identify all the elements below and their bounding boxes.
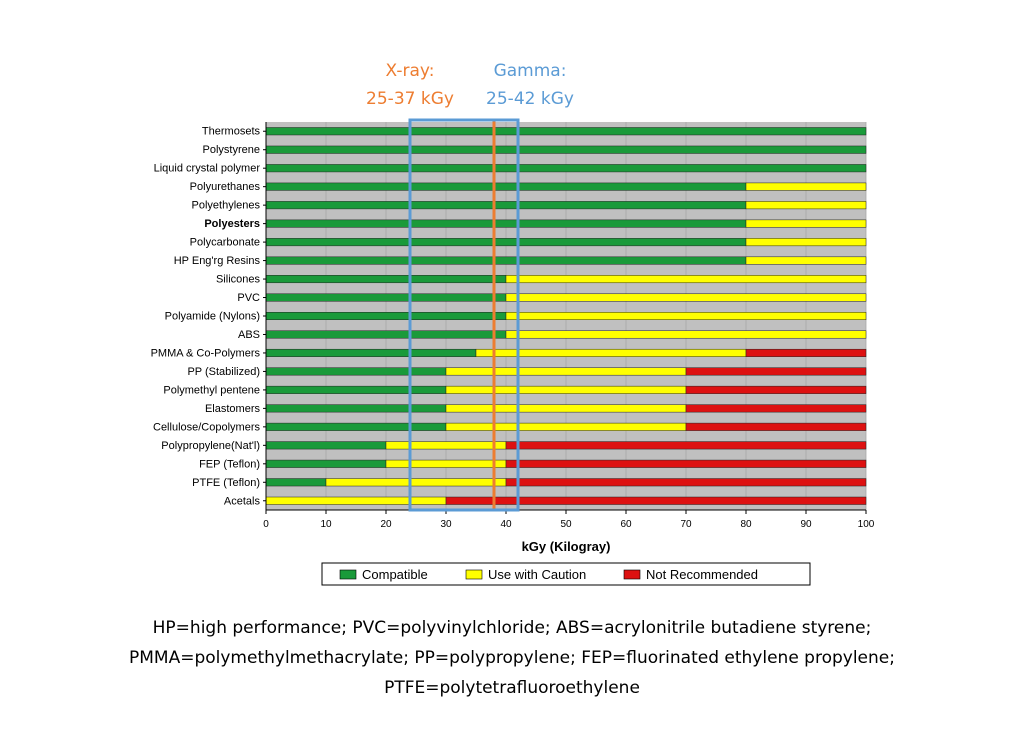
bar-polymethyl-pentene-use-with-caution xyxy=(445,385,687,394)
bar-fep-teflon-use-with-caution xyxy=(385,459,507,468)
bar-elastomers-not-recommended xyxy=(685,404,867,413)
bar-acetals-not-recommended xyxy=(445,496,867,505)
x-tick-label-50: 50 xyxy=(560,519,572,530)
bar-pmma-co-polymers-not-recommended xyxy=(745,348,867,357)
category-label-acetals: Acetals xyxy=(224,495,261,507)
legend-swatch-not-recommended xyxy=(623,569,641,580)
bar-polyurethanes-compatible xyxy=(265,182,747,191)
x-tick-label-80: 80 xyxy=(740,519,752,530)
bar-polycarbonate-compatible xyxy=(265,238,747,247)
bar-fep-teflon-not-recommended xyxy=(505,459,867,468)
bar-pvc-compatible xyxy=(265,293,507,302)
bar-polyamide-nylons-use-with-caution xyxy=(505,312,867,320)
category-label-elastomers: Elastomers xyxy=(205,403,261,415)
bar-polymethyl-pentene-not-recommended xyxy=(685,385,867,394)
bar-polymethyl-pentene-compatible xyxy=(265,385,447,394)
footnote-line-1: HP=high performance; PVC=polyvinylchlori… xyxy=(152,618,872,638)
legend-label-compatible: Compatible xyxy=(362,567,428,582)
legend-label-use-with-caution: Use with Caution xyxy=(488,567,586,582)
category-label-abs: ABS xyxy=(238,329,260,341)
bar-ptfe-teflon-use-with-caution xyxy=(325,478,507,487)
category-label-polyesters: Polyesters xyxy=(204,218,260,230)
annotation-title-gamma: Gamma: xyxy=(494,61,567,81)
bar-polyesters-compatible xyxy=(265,219,747,228)
bar-abs-compatible xyxy=(265,330,507,339)
bar-elastomers-compatible xyxy=(265,404,447,413)
category-label-polymethyl-pentene: Polymethyl pentene xyxy=(163,384,260,396)
bar-ptfe-teflon-compatible xyxy=(265,478,327,487)
bar-pp-stabilized-not-recommended xyxy=(685,367,867,376)
bar-cellulose-copolymers-compatible xyxy=(265,422,447,431)
bar-polyethylenes-use-with-caution xyxy=(745,201,867,210)
category-label-pp-stabilized: PP (Stabilized) xyxy=(187,366,260,378)
bar-pmma-co-polymers-compatible xyxy=(265,348,477,357)
category-label-polypropylene-nat-l: Polypropylene(Nat'l) xyxy=(161,440,260,452)
bar-pvc-use-with-caution xyxy=(505,293,867,302)
x-tick-label-90: 90 xyxy=(800,519,812,530)
bar-polypropylene-nat-l-use-with-caution xyxy=(385,441,507,450)
annotation-range-xray: 25-37 kGy xyxy=(366,89,454,109)
category-label-polyamide-nylons: Polyamide (Nylons) xyxy=(165,311,260,323)
bar-pp-stabilized-use-with-caution xyxy=(445,367,687,376)
x-tick-label-20: 20 xyxy=(380,519,392,530)
bar-pp-stabilized-compatible xyxy=(265,367,447,376)
bar-abs-use-with-caution xyxy=(505,330,867,339)
bar-polypropylene-nat-l-compatible xyxy=(265,441,387,450)
bar-silicones-compatible xyxy=(265,275,507,284)
x-tick-label-10: 10 xyxy=(320,519,332,530)
category-label-cellulose-copolymers: Cellulose/Copolymers xyxy=(153,421,260,433)
bar-acetals-use-with-caution xyxy=(265,496,447,505)
bar-hp-eng-rg-resins-compatible xyxy=(265,256,747,265)
category-label-polyethylenes: Polyethylenes xyxy=(192,200,261,212)
legend-swatch-compatible xyxy=(339,569,357,580)
bar-thermosets-compatible xyxy=(265,127,867,136)
bar-polycarbonate-use-with-caution xyxy=(745,238,867,247)
x-tick-label-40: 40 xyxy=(500,519,512,530)
legend-box xyxy=(321,562,811,586)
bar-cellulose-copolymers-not-recommended xyxy=(685,422,867,431)
legend-swatch-use-with-caution xyxy=(465,569,483,580)
footnote: HP=high performance; PVC=polyvinylchlori… xyxy=(30,613,994,703)
bar-polyamide-nylons-compatible xyxy=(265,312,507,320)
bar-polyurethanes-use-with-caution xyxy=(745,182,867,191)
annotation-title-xray: X-ray: xyxy=(386,61,435,81)
bar-fep-teflon-compatible xyxy=(265,459,387,468)
footnote-line-3: PTFE=polytetrafluoroethylene xyxy=(384,678,640,698)
category-label-polyurethanes: Polyurethanes xyxy=(190,181,261,193)
category-label-fep-teflon: FEP (Teflon) xyxy=(199,458,260,470)
bar-polypropylene-nat-l-not-recommended xyxy=(505,441,867,450)
category-label-polystyrene: Polystyrene xyxy=(203,144,260,156)
bar-polyesters-use-with-caution xyxy=(745,219,867,228)
x-tick-label-100: 100 xyxy=(858,519,875,530)
category-label-pmma-co-polymers: PMMA & Co-Polymers xyxy=(151,347,261,359)
bar-cellulose-copolymers-use-with-caution xyxy=(445,422,687,431)
x-axis-label: kGy (Kilogray) xyxy=(522,539,611,554)
category-label-pvc: PVC xyxy=(237,292,260,304)
chart-container: Thermosets Polystyrene Liquid crystal poly… xyxy=(151,61,875,586)
stacked-bar-chart: Thermosets Polystyrene Liquid crystal poly… xyxy=(151,61,875,586)
footnote-line-2: PMMA=polymethylmethacrylate; PP=polyprop… xyxy=(129,648,895,668)
category-label-liquid-crystal-polymer: Liquid crystal polymer xyxy=(154,163,261,175)
bar-ptfe-teflon-not-recommended xyxy=(505,478,867,487)
category-label-thermosets: Thermosets xyxy=(202,126,261,138)
x-tick-label-60: 60 xyxy=(620,519,632,530)
annotation-range-gamma: 25-42 kGy xyxy=(486,89,574,109)
category-label-ptfe-teflon: PTFE (Teflon) xyxy=(192,477,260,489)
category-label-polycarbonate: Polycarbonate xyxy=(190,237,260,249)
bar-polyethylenes-compatible xyxy=(265,201,747,210)
x-tick-label-70: 70 xyxy=(680,519,692,530)
annotation-box-gamma xyxy=(408,118,520,512)
bar-polystyrene-compatible xyxy=(265,145,867,154)
legend-label-not-recommended: Not Recommended xyxy=(646,567,758,582)
bar-hp-eng-rg-resins-use-with-caution xyxy=(745,256,867,265)
x-tick-label-0: 0 xyxy=(263,519,269,530)
category-label-silicones: Silicones xyxy=(216,274,261,286)
category-label-hp-eng-rg-resins: HP Eng'rg Resins xyxy=(174,255,261,267)
bar-liquid-crystal-polymer-compatible xyxy=(265,164,867,173)
x-tick-label-30: 30 xyxy=(440,519,452,530)
bar-silicones-use-with-caution xyxy=(505,275,867,284)
bar-elastomers-use-with-caution xyxy=(445,404,687,413)
